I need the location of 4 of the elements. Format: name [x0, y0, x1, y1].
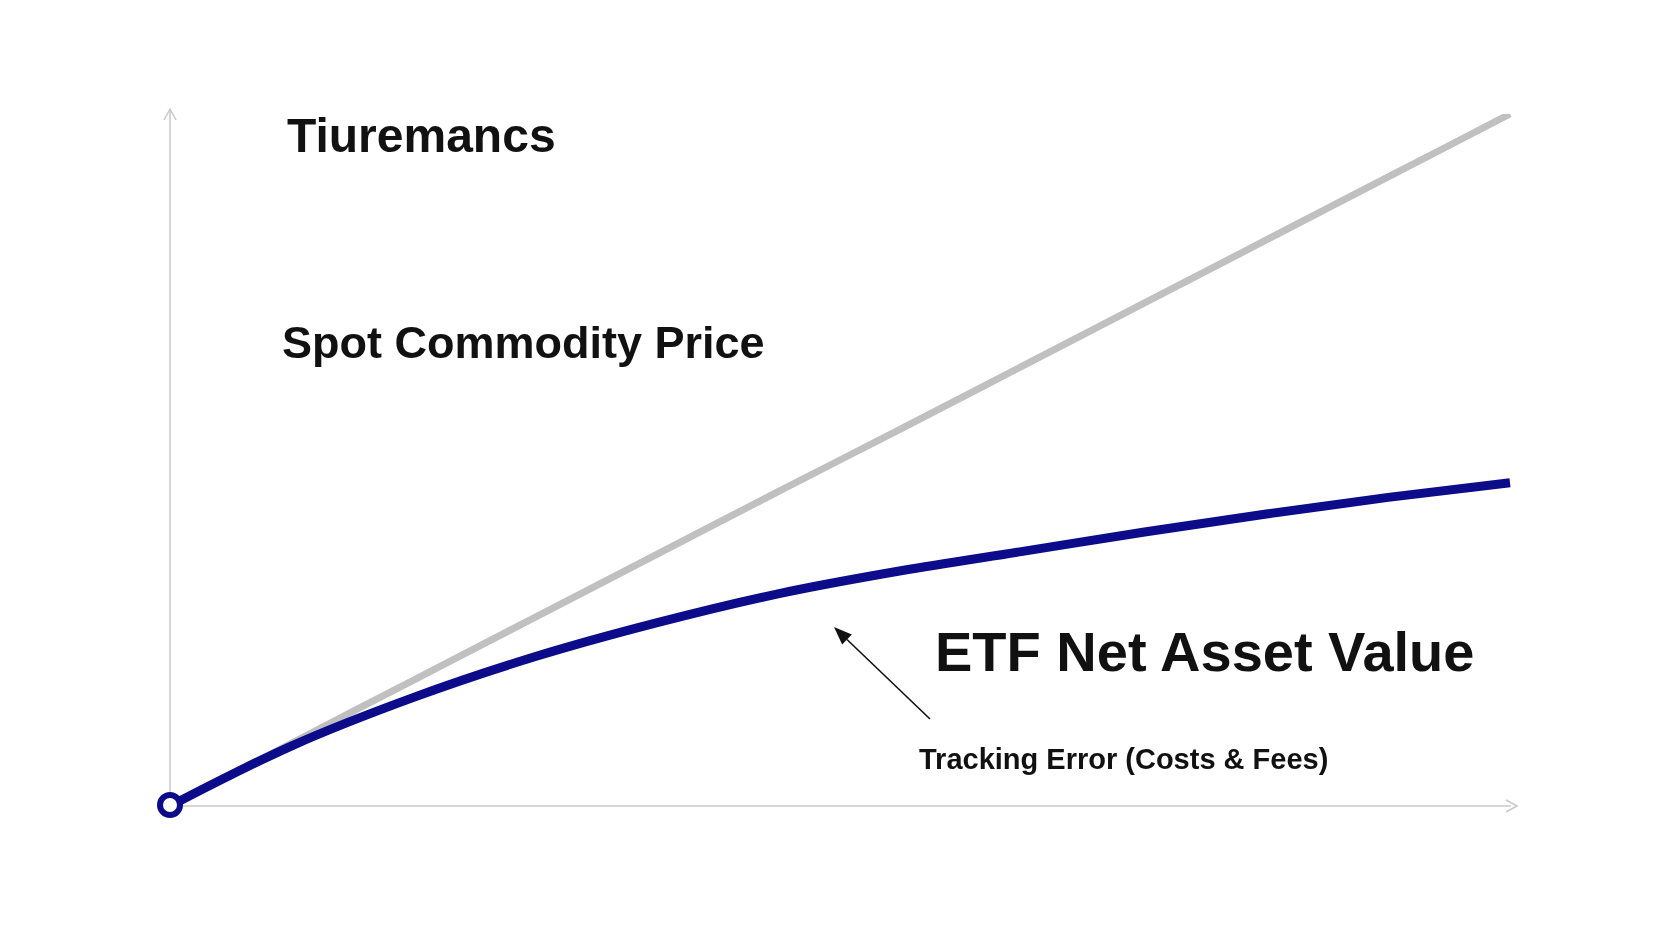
series-label: ETF Net Asset Value	[935, 620, 1475, 683]
text: Spot Commodity Price	[282, 317, 765, 368]
annotation: Tracking Error (Costs & Fees)	[919, 743, 1329, 775]
chart-title: Tiuremancs	[287, 109, 556, 162]
